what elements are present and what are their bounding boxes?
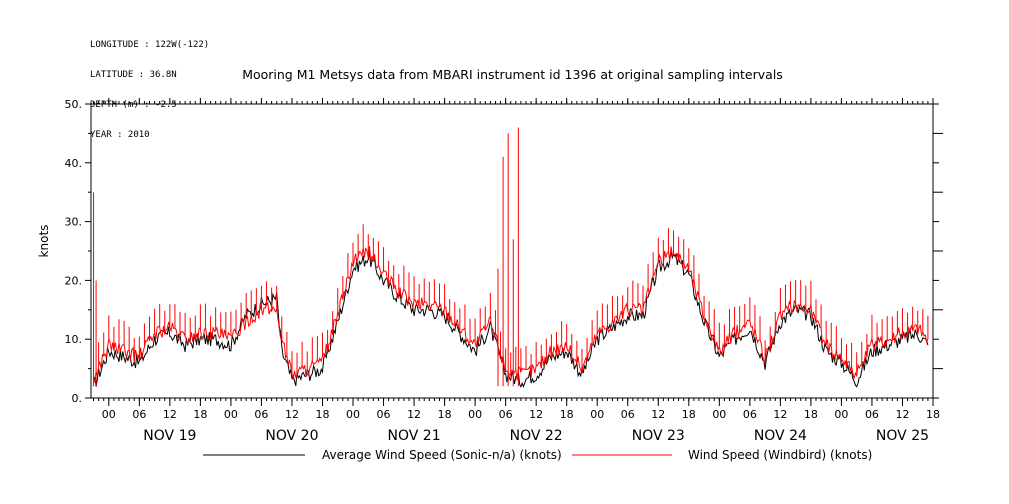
y-tick-label: 0.: [72, 392, 83, 405]
x-tick-label: 06: [865, 408, 879, 421]
legend-label-average: Average Wind Speed (Sonic-n/a) (knots): [322, 448, 562, 462]
x-tick-label: 00: [834, 408, 848, 421]
x-tick-label: 18: [315, 408, 329, 421]
x-tick-label: 12: [651, 408, 665, 421]
x-tick-label: 18: [438, 408, 452, 421]
y-tick-label: 10.: [65, 333, 83, 346]
x-tick-label: 12: [407, 408, 421, 421]
x-tick-label: 18: [926, 408, 940, 421]
y-tick-label: 20.: [65, 274, 83, 287]
y-axis-label: knots: [37, 225, 51, 258]
x-tick-label: 06: [499, 408, 513, 421]
day-label: NOV 19: [143, 428, 196, 444]
x-tick-label: 18: [193, 408, 207, 421]
x-tick-label: 00: [224, 408, 238, 421]
x-tick-label: 18: [682, 408, 696, 421]
x-tick-label: 06: [132, 408, 146, 421]
x-tick-label: 18: [804, 408, 818, 421]
x-tick-label: 00: [590, 408, 604, 421]
day-label: NOV 25: [876, 428, 929, 444]
x-tick-label: 00: [346, 408, 360, 421]
x-tick-label: 06: [743, 408, 757, 421]
x-tick-label: 06: [621, 408, 635, 421]
day-label: NOV 21: [388, 428, 441, 444]
x-tick-label: 00: [102, 408, 116, 421]
x-tick-label: 00: [712, 408, 726, 421]
x-tick-label: 06: [254, 408, 268, 421]
x-tick-label: 12: [773, 408, 787, 421]
x-tick-label: 18: [560, 408, 574, 421]
x-tick-label: 12: [163, 408, 177, 421]
day-label: NOV 22: [510, 428, 563, 444]
x-tick-label: 06: [377, 408, 391, 421]
plot-frame: [91, 104, 933, 398]
x-tick-label: 12: [895, 408, 909, 421]
x-tick-label: 00: [468, 408, 482, 421]
x-tick-label: 12: [285, 408, 299, 421]
y-tick-label: 30.: [65, 216, 83, 229]
day-label: NOV 23: [632, 428, 685, 444]
day-label: NOV 20: [265, 428, 318, 444]
y-tick-label: 50.: [65, 98, 83, 111]
x-tick-label: 12: [529, 408, 543, 421]
legend-label-windbird: Wind Speed (Windbird) (knots): [688, 448, 872, 462]
y-tick-label: 40.: [65, 157, 83, 170]
day-label: NOV 24: [754, 428, 807, 444]
